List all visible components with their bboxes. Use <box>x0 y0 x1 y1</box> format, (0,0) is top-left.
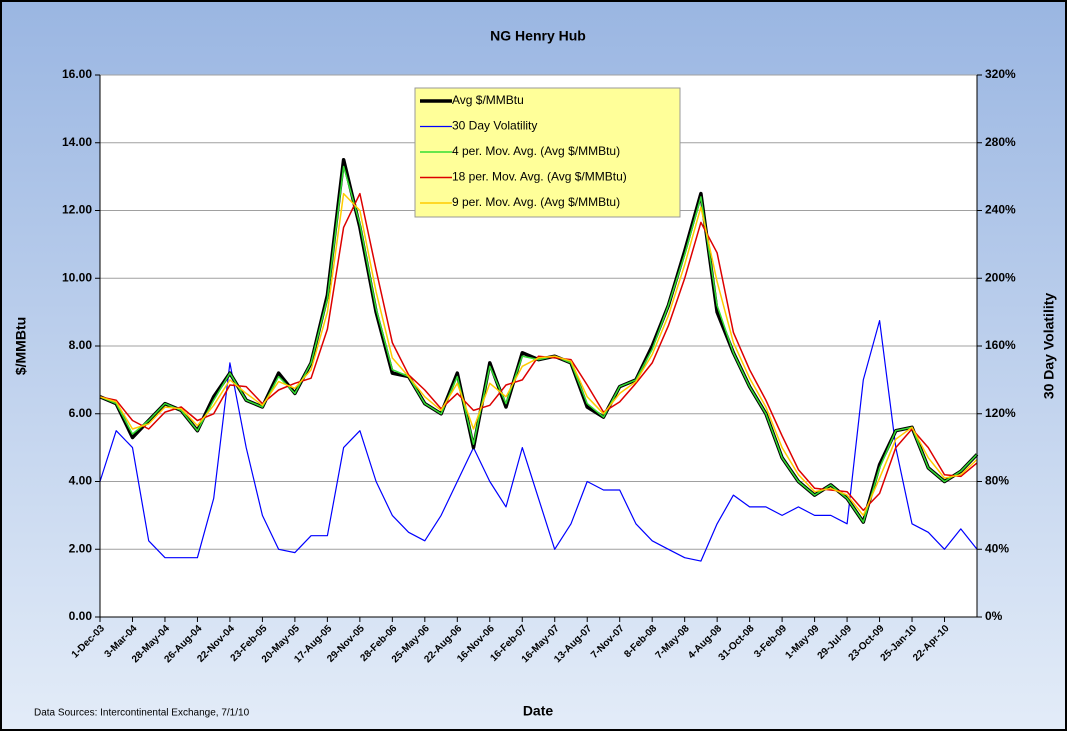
y-tick-label: 6.00 <box>69 406 93 420</box>
legend-label: 18 per. Mov. Avg. (Avg $/MMBtu) <box>452 170 627 184</box>
series-line <box>99 192 978 517</box>
legend-label: Avg $/MMBtu <box>452 93 524 107</box>
y2-tick-label: 120% <box>985 406 1016 420</box>
legend-label: 9 per. Mov. Avg. (Avg $/MMBtu) <box>452 195 620 209</box>
y-axis-label: $/MMBtu <box>13 317 29 375</box>
y2-tick-label: 280% <box>985 135 1016 149</box>
series-line <box>99 320 978 562</box>
y-tick-label: 2.00 <box>69 541 93 555</box>
chart-title: NG Henry Hub <box>490 28 586 44</box>
y-tick-label: 0.00 <box>69 609 93 623</box>
legend-label: 4 per. Mov. Avg. (Avg $/MMBtu) <box>452 144 620 158</box>
x-axis-label: Date <box>523 703 554 719</box>
y-tick-label: 10.00 <box>62 270 92 284</box>
y-tick-label: 4.00 <box>69 474 93 488</box>
y2-tick-label: 200% <box>985 270 1016 284</box>
y2-tick-label: 80% <box>985 474 1009 488</box>
series-line <box>99 192 978 512</box>
legend <box>414 87 681 218</box>
y-tick-label: 12.00 <box>62 203 92 217</box>
y2-tick-label: 240% <box>985 203 1016 217</box>
legend-label: 30 Day Volatility <box>452 119 537 133</box>
y-tick-label: 8.00 <box>69 338 93 352</box>
y2-tick-label: 160% <box>985 338 1016 352</box>
y2-tick-label: 0% <box>985 609 1003 623</box>
series-line <box>99 165 978 523</box>
y2-tick-label: 320% <box>985 67 1016 81</box>
y-tick-label: 14.00 <box>62 135 92 149</box>
footnote: Data Sources: Intercontinental Exchange,… <box>34 708 250 719</box>
y2-axis-label: 30 Day Volatility <box>1041 293 1057 400</box>
y2-tick-label: 40% <box>985 541 1009 555</box>
y-tick-label: 16.00 <box>62 67 92 81</box>
